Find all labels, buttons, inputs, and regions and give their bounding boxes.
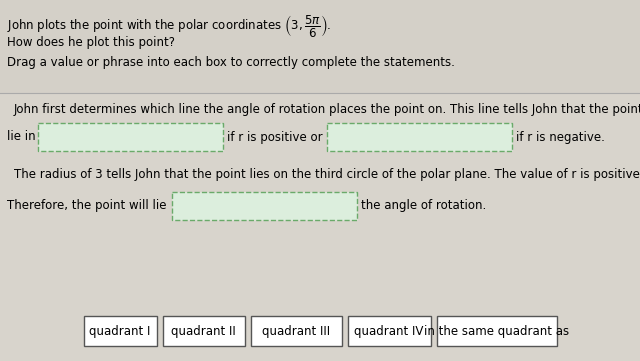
Bar <box>436 316 557 346</box>
Bar <box>0 93 640 361</box>
Bar <box>163 316 244 346</box>
Bar <box>250 316 342 346</box>
Text: quadrant I: quadrant I <box>90 325 150 338</box>
Text: if r is positive or: if r is positive or <box>227 130 323 144</box>
Bar <box>327 123 512 151</box>
Text: lie in: lie in <box>7 130 36 144</box>
Text: quadrant III: quadrant III <box>262 325 330 338</box>
Text: John plots the point with the polar coordinates $\left(3, \dfrac{5\pi}{6}\right): John plots the point with the polar coor… <box>7 13 332 39</box>
Bar <box>38 123 223 151</box>
Bar <box>348 316 431 346</box>
Text: John first determines which line the angle of rotation places the point on. This: John first determines which line the ang… <box>14 103 640 116</box>
Text: if r is negative.: if r is negative. <box>516 130 605 144</box>
Text: quadrant IV: quadrant IV <box>355 325 424 338</box>
Text: in the same quadrant as: in the same quadrant as <box>424 325 569 338</box>
Text: the angle of rotation.: the angle of rotation. <box>361 200 486 213</box>
Bar <box>172 192 357 220</box>
Bar <box>0 0 640 93</box>
Text: The radius of 3 tells John that the point lies on the third circle of the polar : The radius of 3 tells John that the poin… <box>14 168 640 181</box>
Text: Drag a value or phrase into each box to correctly complete the statements.: Drag a value or phrase into each box to … <box>7 56 455 69</box>
Text: quadrant II: quadrant II <box>171 325 236 338</box>
Text: How does he plot this point?: How does he plot this point? <box>7 36 175 49</box>
Bar <box>83 316 157 346</box>
Text: Therefore, the point will lie: Therefore, the point will lie <box>7 200 166 213</box>
